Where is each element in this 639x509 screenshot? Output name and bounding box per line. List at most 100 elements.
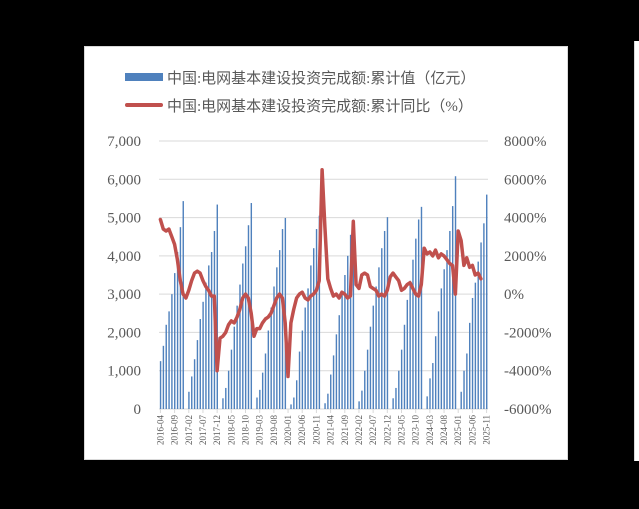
bar[interactable]	[295, 380, 298, 409]
bar[interactable]	[244, 246, 247, 409]
bar[interactable]	[344, 275, 346, 409]
bar[interactable]	[247, 225, 250, 409]
bar[interactable]	[162, 345, 165, 409]
bar[interactable]	[486, 194, 488, 409]
bar[interactable]	[432, 363, 434, 409]
legend-item-bar[interactable]: 中国:电网基本建设投资完成额:累计值（亿元）	[125, 63, 545, 91]
bar[interactable]	[208, 265, 210, 409]
bar[interactable]	[276, 267, 278, 409]
bar[interactable]	[460, 391, 462, 409]
bar[interactable]	[193, 359, 196, 409]
bar[interactable]	[230, 349, 233, 409]
bar[interactable]	[165, 324, 167, 409]
bar[interactable]	[330, 374, 332, 409]
bar[interactable]	[468, 322, 471, 409]
bar[interactable]	[256, 397, 258, 409]
bar[interactable]	[415, 238, 417, 409]
bar[interactable]	[278, 250, 281, 409]
bar[interactable]	[202, 301, 204, 409]
bar[interactable]	[451, 206, 454, 409]
bar[interactable]	[446, 250, 448, 409]
bar[interactable]	[338, 315, 340, 409]
bar[interactable]	[358, 401, 360, 409]
bar[interactable]	[188, 391, 190, 409]
yoy-line[interactable]	[158, 167, 483, 379]
bar[interactable]	[281, 229, 284, 409]
bar[interactable]	[364, 370, 366, 409]
bar[interactable]	[386, 217, 389, 409]
bar[interactable]	[236, 305, 238, 409]
bar[interactable]	[361, 390, 363, 409]
bar[interactable]	[403, 324, 406, 409]
bar[interactable]	[264, 353, 267, 409]
bar[interactable]	[463, 370, 465, 409]
bar[interactable]	[270, 307, 272, 409]
bar[interactable]	[381, 248, 383, 409]
bar[interactable]	[182, 201, 184, 409]
bar[interactable]	[466, 353, 468, 409]
bar[interactable]	[191, 376, 193, 409]
bar[interactable]	[406, 299, 409, 409]
bar[interactable]	[443, 269, 445, 409]
bar[interactable]	[392, 398, 394, 409]
bar[interactable]	[398, 370, 400, 409]
bar[interactable]	[335, 334, 338, 409]
bar[interactable]	[273, 286, 275, 409]
bar[interactable]	[352, 219, 355, 409]
bar[interactable]	[375, 286, 377, 409]
legend-item-line[interactable]: 中国:电网基本建设投资完成额:累计同比（%）	[125, 91, 545, 119]
bar[interactable]	[310, 265, 312, 409]
bar[interactable]	[369, 326, 372, 409]
bar[interactable]	[400, 349, 403, 409]
bar[interactable]	[290, 404, 292, 409]
bar[interactable]	[298, 351, 301, 409]
bar[interactable]	[395, 387, 397, 409]
bar[interactable]	[378, 267, 380, 409]
bar[interactable]	[318, 215, 321, 409]
bar[interactable]	[409, 280, 411, 409]
bar[interactable]	[349, 234, 352, 409]
bar[interactable]	[417, 219, 420, 409]
bar[interactable]	[412, 259, 414, 409]
bar[interactable]	[222, 398, 224, 409]
bar[interactable]	[471, 297, 474, 409]
bar[interactable]	[437, 311, 440, 409]
bar[interactable]	[449, 230, 451, 409]
bar[interactable]	[242, 263, 244, 409]
bar[interactable]	[429, 378, 431, 409]
bar[interactable]	[332, 355, 335, 409]
bar[interactable]	[304, 307, 306, 409]
bar[interactable]	[261, 372, 264, 409]
bar[interactable]	[480, 242, 482, 409]
bar[interactable]	[199, 319, 201, 409]
bar[interactable]	[420, 206, 423, 409]
bar[interactable]	[267, 330, 270, 409]
bar[interactable]	[440, 288, 443, 409]
bar[interactable]	[372, 305, 374, 409]
bar[interactable]	[225, 387, 227, 409]
bar[interactable]	[327, 393, 329, 409]
bar[interactable]	[174, 273, 176, 409]
bar[interactable]	[483, 223, 485, 409]
bar[interactable]	[196, 340, 199, 409]
bar[interactable]	[239, 284, 241, 409]
bar[interactable]	[159, 361, 162, 409]
bar[interactable]	[383, 230, 386, 409]
bar[interactable]	[227, 370, 230, 409]
bar[interactable]	[313, 248, 315, 409]
bar[interactable]	[216, 204, 218, 409]
bar[interactable]	[210, 252, 213, 409]
bar[interactable]	[233, 326, 236, 409]
bar[interactable]	[179, 227, 182, 409]
bar[interactable]	[477, 261, 479, 409]
bar[interactable]	[366, 349, 369, 409]
bar[interactable]	[474, 282, 477, 409]
bar[interactable]	[171, 294, 173, 409]
bar[interactable]	[341, 294, 343, 409]
bar[interactable]	[205, 282, 207, 409]
bar[interactable]	[176, 252, 179, 409]
bar[interactable]	[315, 229, 318, 409]
bar[interactable]	[434, 336, 437, 409]
bar[interactable]	[426, 396, 428, 409]
bar[interactable]	[347, 255, 349, 409]
